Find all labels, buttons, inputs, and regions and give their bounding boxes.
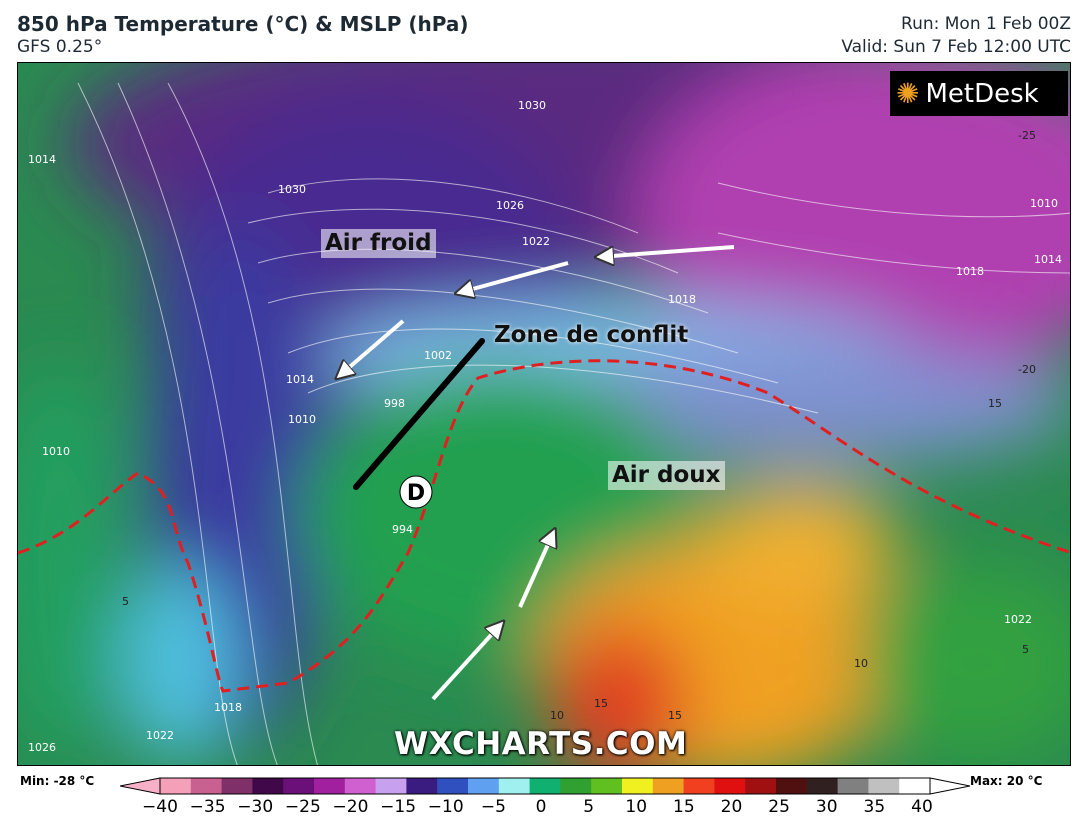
- colorbar-tick-label: −10: [427, 797, 464, 817]
- temp-label: 15: [668, 709, 682, 722]
- isobar-label: 1018: [668, 293, 696, 306]
- watermark: WXCHARTS.COM: [394, 726, 688, 762]
- temp-label: 15: [988, 397, 1002, 410]
- cold-arrow: [338, 319, 405, 377]
- temp-label: -25: [1018, 129, 1036, 142]
- temp-label: -20: [1018, 363, 1036, 376]
- colorbar-tick-label: −20: [332, 797, 369, 817]
- colorbar-tick-label: 25: [768, 797, 790, 817]
- colorbar-segment: [406, 778, 438, 794]
- colorbar-frame: [159, 777, 931, 795]
- colorbar-segment: [437, 778, 469, 794]
- isobar-label: 1022: [146, 729, 174, 742]
- isobar-label: 1030: [278, 183, 306, 196]
- colorbar-segment: [837, 778, 869, 794]
- cold-arrow: [598, 245, 735, 257]
- colorbar-segment: [806, 778, 839, 794]
- isobar-label: 1018: [956, 265, 984, 278]
- low-pressure-label: D: [407, 481, 425, 506]
- valid-time: Valid: Sun 7 Feb 12:00 UTC: [841, 37, 1071, 57]
- temp-label: 10: [550, 709, 564, 722]
- warm-arrow: [431, 623, 502, 701]
- colorbar-tick-label: −40: [142, 797, 178, 817]
- colorbar-segment: [652, 778, 685, 794]
- annotation-conflict-zone: Zone de conflit: [494, 322, 689, 348]
- colorbar-segment: [529, 778, 561, 794]
- isobar-label: 1014: [1034, 253, 1062, 266]
- colorbar-segment: [344, 778, 377, 794]
- isobar-label: 994: [392, 523, 413, 536]
- colorbar-max-extend: [929, 777, 970, 795]
- warm-arrow: [518, 531, 554, 608]
- colorbar-tick-label: 15: [673, 797, 695, 817]
- isobar-label: 1022: [522, 235, 550, 248]
- isobar-label: 1002: [424, 349, 452, 362]
- isobar-label: 1030: [518, 99, 546, 112]
- colorbar-tick-label: −5: [480, 797, 506, 817]
- colorbar-segment: [714, 778, 746, 794]
- annotation-cold-air: Air froid: [321, 229, 436, 259]
- colorbar-segment: [776, 778, 808, 794]
- temp-label: 10: [854, 657, 868, 670]
- map-field: D 1030 1030 1026 1022 1018 1014 1010 100…: [18, 63, 1070, 765]
- isobar-label: 1010: [1030, 197, 1058, 210]
- colorbar-segment: [252, 778, 284, 794]
- logo-text: MetDesk: [925, 78, 1039, 109]
- colorbar-tick-label: 5: [583, 797, 595, 817]
- colorbar-tick-label: 0: [535, 797, 547, 817]
- temp-label: 15: [594, 697, 608, 710]
- colorbar-tick-label: 35: [863, 797, 886, 817]
- low-pressure-marker: [399, 475, 433, 509]
- colorbar-segment: [683, 778, 715, 794]
- conflict-line: [353, 338, 485, 490]
- colorbar-segment: [190, 778, 223, 794]
- colorbar-tick-label: −30: [237, 797, 274, 817]
- temp-label: 5: [1022, 643, 1029, 656]
- colorbar-segment: [560, 778, 592, 794]
- weather-map: D 1030 1030 1026 1022 1018 1014 1010 100…: [17, 62, 1071, 766]
- isobar-label: 1026: [28, 741, 56, 754]
- isobar-label: 1026: [496, 199, 524, 212]
- colorbar-segment: [314, 778, 346, 794]
- colorbar-tick-label: −15: [380, 797, 417, 817]
- isobar-label: 998: [384, 397, 405, 410]
- metdesk-logo: ✺ MetDesk: [890, 71, 1068, 116]
- isobar-label: 1010: [288, 413, 316, 426]
- model-label: GFS 0.25°: [17, 37, 103, 57]
- isobar-label: 1018: [214, 701, 242, 714]
- colorbar-segment: [591, 778, 623, 794]
- colorbar-segment: [622, 778, 654, 794]
- colorbar: [120, 777, 970, 795]
- colorbar-tick-label: −25: [284, 797, 321, 817]
- colorbar-segment: [160, 778, 192, 794]
- colorbar-tick-label: 20: [720, 797, 743, 817]
- isobar-label: 1014: [28, 153, 56, 166]
- colorbar-segment: [899, 778, 931, 794]
- chart-title: 850 hPa Temperature (°C) & MSLP (hPa): [17, 12, 469, 36]
- temp-label: 5: [122, 595, 129, 608]
- colorbar-tick-label: 10: [625, 797, 648, 817]
- colorbar-segment: [283, 778, 315, 794]
- front-line: [18, 359, 1070, 693]
- colorbar-max: Max: 20 °C: [970, 774, 1043, 788]
- colorbar-segment: [498, 778, 531, 794]
- run-time: Run: Mon 1 Feb 00Z: [901, 14, 1071, 34]
- logo-burst-icon: ✺: [896, 77, 920, 110]
- colorbar-tick-label: 30: [815, 797, 838, 817]
- isobar-label: 1022: [1004, 613, 1032, 626]
- colorbar-min-extend: [120, 777, 161, 795]
- colorbar-segment: [375, 778, 407, 794]
- annotation-warm-air: Air doux: [608, 461, 725, 491]
- isobar-label: 1014: [286, 373, 314, 386]
- isobar-label: 1010: [42, 445, 70, 458]
- colorbar-min: Min: -28 °C: [20, 774, 95, 788]
- colorbar-segment: [221, 778, 253, 794]
- colorbar-segment: [868, 778, 900, 794]
- colorbar-tick-label: 40: [911, 797, 933, 817]
- cold-arrow: [458, 261, 569, 293]
- colorbar-tick-label: −35: [189, 797, 226, 817]
- colorbar-segment: [745, 778, 777, 794]
- colorbar-segment: [468, 778, 500, 794]
